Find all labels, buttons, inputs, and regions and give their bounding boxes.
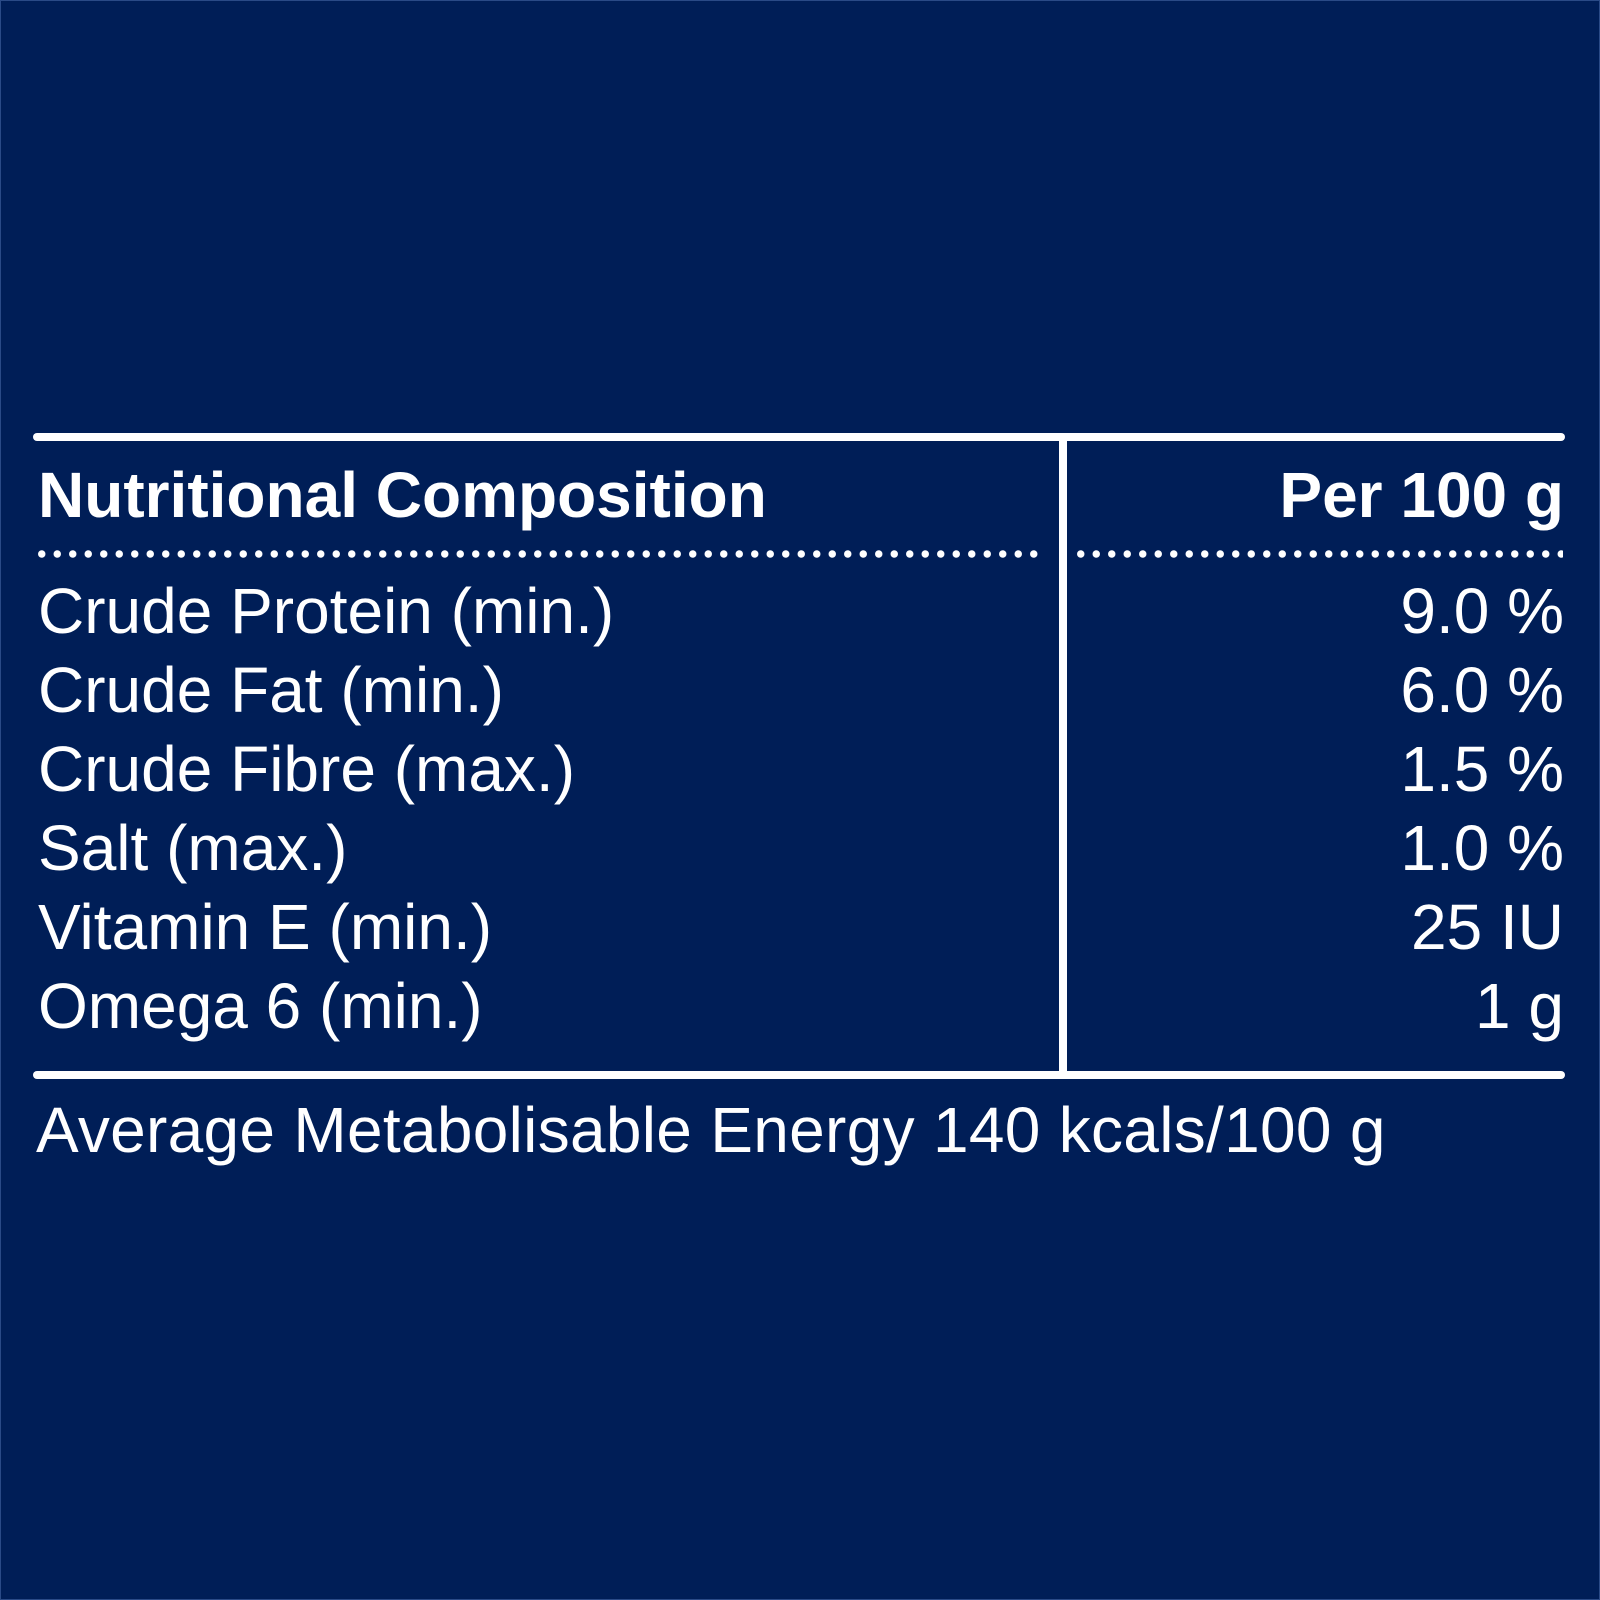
row-value: 1.5 % — [1400, 733, 1564, 805]
row-label: Crude Fibre (max.) — [38, 733, 575, 805]
header-dotted-separator-right — [1073, 550, 1563, 558]
table-row: Crude Fat (min.) 6.0 % — [38, 651, 1564, 730]
row-value: 6.0 % — [1400, 654, 1564, 726]
table-row: Omega 6 (min.) 1 g — [38, 967, 1564, 1046]
table-row: Crude Fibre (max.) 1.5 % — [38, 730, 1564, 809]
table-top-rule — [33, 433, 1565, 441]
row-label: Salt (max.) — [38, 812, 348, 884]
row-label: Vitamin E (min.) — [38, 891, 493, 963]
row-value: 1.0 % — [1400, 812, 1564, 884]
table-header-unit: Per 100 g — [1279, 459, 1564, 531]
table-row: Crude Protein (min.) 9.0 % — [38, 572, 1564, 651]
row-value: 9.0 % — [1400, 575, 1564, 647]
row-label: Omega 6 (min.) — [38, 970, 483, 1042]
table-row: Vitamin E (min.) 25 IU — [38, 888, 1564, 967]
row-label: Crude Fat (min.) — [38, 654, 504, 726]
row-value: 1 g — [1475, 970, 1564, 1042]
table-bottom-rule — [33, 1071, 1565, 1079]
header-dotted-separator-left — [34, 550, 1044, 558]
table-header-label: Nutritional Composition — [38, 459, 767, 531]
row-label: Crude Protein (min.) — [38, 575, 615, 647]
nutrition-rows: Crude Protein (min.) 9.0 % Crude Fat (mi… — [38, 572, 1564, 1046]
table-row: Salt (max.) 1.0 % — [38, 809, 1564, 888]
row-value: 25 IU — [1411, 891, 1564, 963]
table-column-divider — [1059, 437, 1067, 1075]
energy-note: Average Metabolisable Energy 140 kcals/1… — [36, 1094, 1386, 1166]
